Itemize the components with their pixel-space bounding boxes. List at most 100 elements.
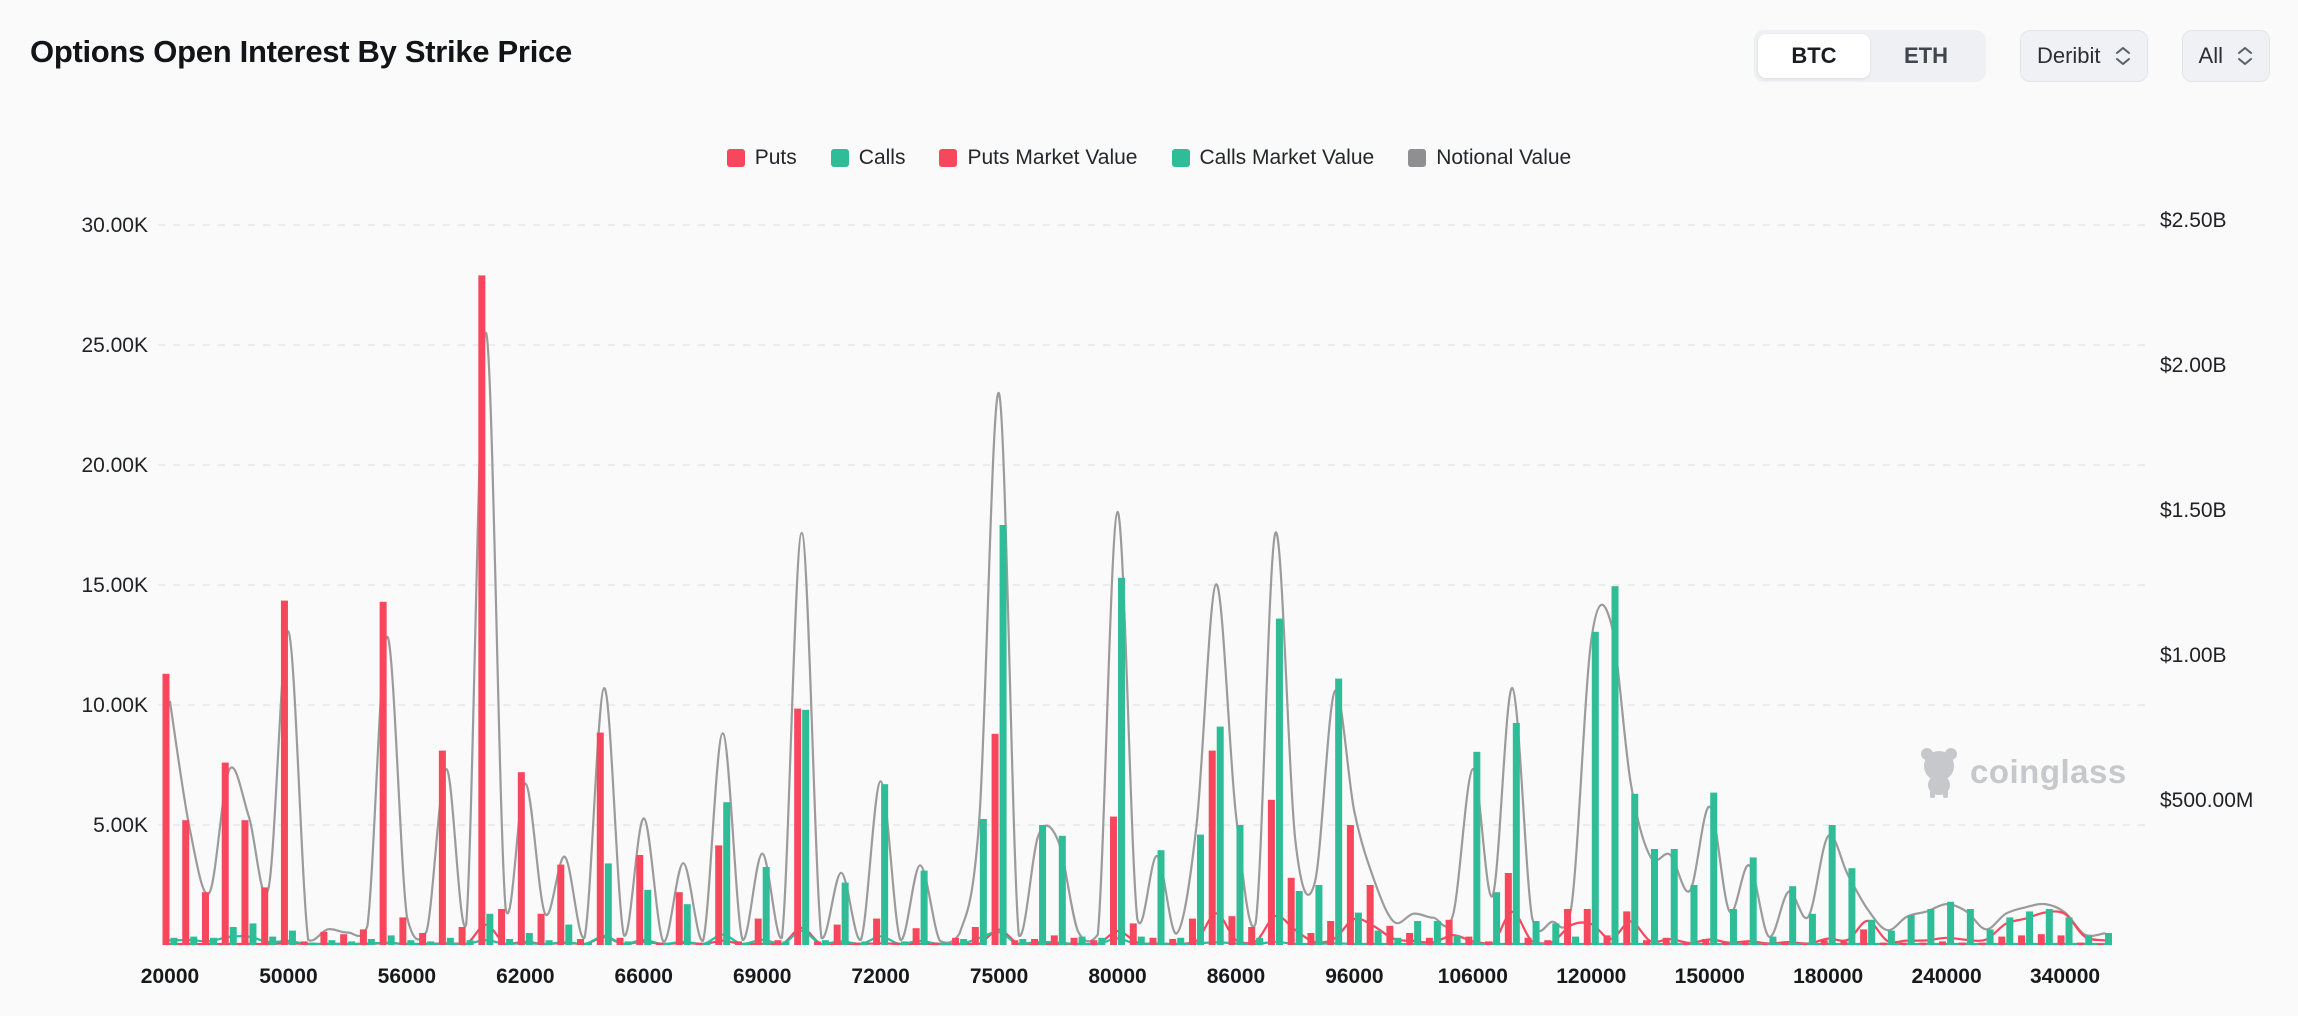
puts-bar[interactable] bbox=[1741, 941, 1749, 945]
puts-bar[interactable] bbox=[754, 918, 762, 945]
calls-bar[interactable] bbox=[881, 784, 889, 945]
puts-bar[interactable] bbox=[1702, 939, 1710, 945]
puts-bar[interactable] bbox=[695, 942, 703, 945]
legend-item-puts[interactable]: Puts bbox=[726, 146, 797, 170]
calls-bar[interactable] bbox=[1137, 936, 1145, 945]
puts-bar[interactable] bbox=[1485, 941, 1493, 945]
puts-bar[interactable] bbox=[853, 942, 861, 945]
calls-bar[interactable] bbox=[1157, 850, 1165, 945]
puts-bar[interactable] bbox=[1840, 941, 1848, 945]
calls-bar[interactable] bbox=[1651, 849, 1658, 945]
puts-bar[interactable] bbox=[517, 772, 525, 945]
calls-bar[interactable] bbox=[229, 927, 237, 945]
puts-bar[interactable] bbox=[1169, 939, 1177, 945]
puts-bar[interactable] bbox=[320, 931, 328, 945]
calls-bar[interactable] bbox=[999, 525, 1007, 945]
puts-bar[interactable] bbox=[1307, 933, 1315, 945]
puts-bar[interactable] bbox=[1425, 937, 1433, 945]
calls-bar[interactable] bbox=[1808, 913, 1816, 945]
calls-bar[interactable] bbox=[1512, 723, 1520, 945]
calls-bar[interactable] bbox=[1453, 935, 1461, 945]
calls-bar[interactable] bbox=[1887, 930, 1895, 945]
calls-bar[interactable] bbox=[1433, 921, 1441, 945]
calls-bar[interactable] bbox=[1552, 923, 1560, 945]
calls-bar[interactable] bbox=[387, 935, 395, 945]
puts-bar[interactable] bbox=[1998, 936, 2006, 945]
calls-bar[interactable] bbox=[1295, 891, 1303, 945]
calls-bar[interactable] bbox=[683, 904, 691, 945]
calls-bar[interactable] bbox=[446, 937, 454, 945]
calls-bar[interactable] bbox=[170, 937, 178, 945]
puts-bar[interactable] bbox=[1228, 916, 1236, 945]
puts-bar[interactable] bbox=[379, 601, 387, 945]
calls-bar[interactable] bbox=[249, 923, 257, 945]
puts-bar[interactable] bbox=[675, 892, 683, 945]
puts-bar[interactable] bbox=[162, 673, 170, 945]
puts-bar[interactable] bbox=[1366, 885, 1374, 945]
calls-bar[interactable] bbox=[486, 913, 494, 945]
puts-bar[interactable] bbox=[261, 887, 269, 945]
puts-bar[interactable] bbox=[1287, 877, 1295, 945]
puts-bar[interactable] bbox=[300, 941, 308, 945]
calls-bar[interactable] bbox=[328, 940, 336, 945]
calls-bar[interactable] bbox=[1907, 915, 1915, 945]
calls-bar[interactable] bbox=[1354, 912, 1362, 945]
calls-bar[interactable] bbox=[288, 930, 296, 945]
puts-bar[interactable] bbox=[734, 941, 742, 945]
calls-bar[interactable] bbox=[1690, 885, 1698, 945]
exchange-select[interactable]: Deribit bbox=[2019, 30, 2148, 82]
puts-bar[interactable] bbox=[774, 940, 782, 945]
puts-bar[interactable] bbox=[2077, 942, 2085, 945]
puts-bar[interactable] bbox=[1188, 918, 1196, 945]
calls-bar[interactable] bbox=[2026, 911, 2034, 945]
puts-bar[interactable] bbox=[912, 928, 920, 945]
calls-bar[interactable] bbox=[1256, 937, 1264, 945]
puts-bar[interactable] bbox=[419, 933, 427, 945]
puts-bar[interactable] bbox=[873, 918, 881, 945]
calls-bar[interactable] bbox=[1473, 751, 1481, 945]
calls-bar[interactable] bbox=[1315, 885, 1323, 945]
puts-bar[interactable] bbox=[221, 762, 229, 945]
puts-bar[interactable] bbox=[1603, 935, 1611, 945]
puts-bar[interactable] bbox=[636, 855, 644, 945]
calls-bar[interactable] bbox=[1631, 793, 1639, 945]
calls-bar[interactable] bbox=[861, 941, 869, 945]
calls-bar[interactable] bbox=[979, 819, 987, 945]
calls-bar[interactable] bbox=[2105, 933, 2113, 945]
calls-bar[interactable] bbox=[1039, 825, 1047, 945]
calls-bar[interactable] bbox=[209, 937, 217, 945]
puts-bar[interactable] bbox=[1465, 936, 1473, 945]
calls-bar[interactable] bbox=[2045, 909, 2053, 945]
puts-bar[interactable] bbox=[932, 942, 940, 945]
puts-bar[interactable] bbox=[1958, 942, 1966, 945]
calls-bar[interactable] bbox=[1394, 937, 1402, 945]
calls-bar[interactable] bbox=[1927, 909, 1935, 945]
legend-item-puts-market-value[interactable]: Puts Market Value bbox=[939, 146, 1138, 170]
puts-bar[interactable] bbox=[1445, 919, 1453, 945]
puts-bar[interactable] bbox=[794, 708, 802, 945]
legend-item-calls-market-value[interactable]: Calls Market Value bbox=[1171, 146, 1374, 170]
puts-bar[interactable] bbox=[2037, 934, 2045, 945]
puts-bar[interactable] bbox=[1524, 937, 1532, 945]
puts-bar[interactable] bbox=[1129, 923, 1137, 945]
calls-bar[interactable] bbox=[1078, 936, 1086, 945]
calls-bar[interactable] bbox=[1216, 726, 1224, 945]
puts-bar[interactable] bbox=[833, 924, 841, 945]
puts-bar[interactable] bbox=[182, 820, 190, 945]
calls-bar[interactable] bbox=[624, 941, 632, 945]
calls-bar[interactable] bbox=[585, 942, 593, 945]
puts-bar[interactable] bbox=[1643, 940, 1650, 945]
puts-bar[interactable] bbox=[616, 937, 624, 945]
calls-bar[interactable] bbox=[506, 939, 514, 945]
calls-bar[interactable] bbox=[664, 943, 671, 945]
calls-bar[interactable] bbox=[960, 939, 968, 945]
puts-bar[interactable] bbox=[280, 600, 288, 945]
puts-bar[interactable] bbox=[1800, 943, 1808, 945]
puts-bar[interactable] bbox=[1860, 929, 1868, 945]
calls-bar[interactable] bbox=[1374, 930, 1382, 945]
calls-bar[interactable] bbox=[782, 941, 790, 945]
puts-bar[interactable] bbox=[813, 941, 821, 945]
calls-bar[interactable] bbox=[1591, 631, 1599, 945]
puts-bar[interactable] bbox=[1564, 909, 1572, 945]
calls-bar[interactable] bbox=[1769, 936, 1777, 945]
